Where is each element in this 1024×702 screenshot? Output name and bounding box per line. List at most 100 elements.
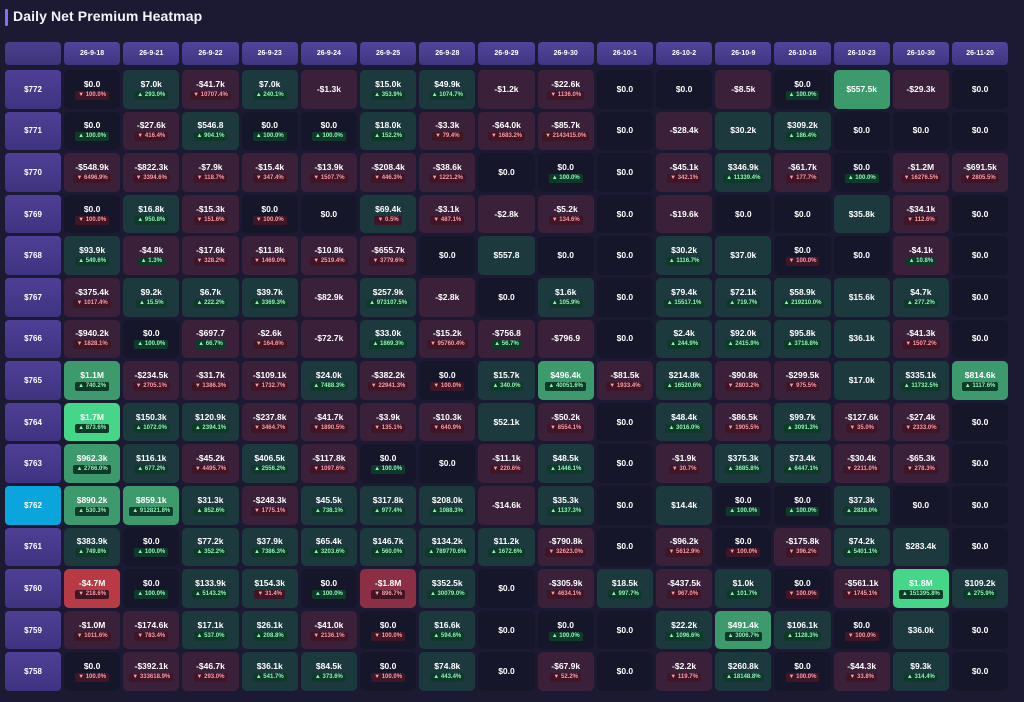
heatmap-cell[interactable]: $11.2k ▲ 1672.6% xyxy=(478,527,535,567)
heatmap-cell[interactable]: -$44.3k ▼ 33.8% xyxy=(833,652,890,691)
heatmap-cell[interactable]: -$85.7k ▼ 2143415.0% xyxy=(537,111,594,151)
heatmap-cell[interactable]: $0.0 ▼ 100.0% xyxy=(360,610,417,650)
heatmap-cell[interactable]: -$2.2k ▼ 119.7% xyxy=(656,652,713,691)
heatmap-cell[interactable]: $0.0 xyxy=(596,278,653,317)
heatmap-cell[interactable]: $0.0 xyxy=(596,194,653,234)
heatmap-cell[interactable]: $52.1k xyxy=(478,402,535,442)
heatmap-cell[interactable]: $1.7M ▲ 873.6% xyxy=(64,402,121,442)
heatmap-cell[interactable]: $0.0 xyxy=(478,652,535,691)
heatmap-cell[interactable]: -$13.9k ▼ 1507.7% xyxy=(300,153,357,192)
heatmap-cell[interactable]: -$548.9k ▼ 6496.9% xyxy=(64,153,121,192)
heatmap-cell[interactable]: $37.3k ▲ 2828.0% xyxy=(833,486,890,525)
heatmap-cell[interactable]: $49.9k ▲ 1074.7% xyxy=(419,70,476,109)
heatmap-cell[interactable]: -$305.9k ▼ 4634.1% xyxy=(537,569,594,608)
heatmap-cell[interactable]: $0.0 ▲ 100.0% xyxy=(537,153,594,192)
heatmap-cell[interactable]: $352.5k ▲ 30079.0% xyxy=(419,569,476,608)
heatmap-cell[interactable]: -$27.6k ▼ 416.4% xyxy=(123,111,180,151)
heatmap-cell[interactable]: $0.0 ▼ 100.0% xyxy=(715,527,772,567)
heatmap-cell[interactable]: -$34.1k ▼ 112.6% xyxy=(892,194,949,234)
heatmap-cell[interactable]: -$697.7 ▲ 66.7% xyxy=(182,319,239,359)
heatmap-cell[interactable]: -$72.7k xyxy=(300,319,357,359)
column-header[interactable]: 26-9-23 xyxy=(241,42,298,65)
heatmap-cell[interactable]: $0.0 ▼ 100.0% xyxy=(833,610,890,650)
heatmap-cell[interactable]: $65.4k ▲ 3203.6% xyxy=(300,527,357,567)
heatmap-cell[interactable]: -$45.2k ▼ 4495.7% xyxy=(182,444,239,483)
heatmap-cell[interactable]: $92.0k ▲ 2415.9% xyxy=(715,319,772,359)
heatmap-cell[interactable]: -$796.9 xyxy=(537,319,594,359)
row-header[interactable]: $767 xyxy=(5,278,61,317)
heatmap-cell[interactable]: $0.0 xyxy=(478,610,535,650)
heatmap-cell[interactable]: $346.9k ▲ 11339.4% xyxy=(715,153,772,192)
heatmap-cell[interactable]: -$11.1k ▼ 220.6% xyxy=(478,444,535,483)
heatmap-cell[interactable]: -$65.3k ▼ 278.3% xyxy=(892,444,949,483)
heatmap-cell[interactable]: $0.0 ▲ 100.0% xyxy=(774,70,831,109)
heatmap-cell[interactable]: -$4.7M ▼ 218.6% xyxy=(64,569,121,608)
heatmap-cell[interactable]: $31.3k ▲ 852.6% xyxy=(182,486,239,525)
heatmap-cell[interactable]: $0.0 xyxy=(952,236,1009,275)
heatmap-cell[interactable]: $99.7k ▲ 3091.3% xyxy=(774,402,831,442)
heatmap-cell[interactable]: -$2.8k xyxy=(419,278,476,317)
heatmap-cell[interactable]: $0.0 xyxy=(952,652,1009,691)
heatmap-cell[interactable]: -$31.7k ▼ 1386.3% xyxy=(182,361,239,400)
column-header[interactable]: 26-9-24 xyxy=(300,42,357,65)
heatmap-cell[interactable]: $93.9k ▲ 549.6% xyxy=(64,236,121,275)
heatmap-cell[interactable]: $22.2k ▲ 1096.6% xyxy=(656,610,713,650)
heatmap-cell[interactable]: $208.0k ▲ 1088.3% xyxy=(419,486,476,525)
heatmap-cell[interactable]: $0.0 xyxy=(596,70,653,109)
heatmap-cell[interactable]: $0.0 xyxy=(952,111,1009,151)
heatmap-cell[interactable]: $0.0 ▲ 100.0% xyxy=(537,610,594,650)
heatmap-cell[interactable]: $134.2k ▲ 789770.6% xyxy=(419,527,476,567)
heatmap-cell[interactable]: $116.1k ▲ 677.2% xyxy=(123,444,180,483)
heatmap-cell[interactable]: $0.0 ▼ 100.0% xyxy=(64,194,121,234)
heatmap-cell[interactable]: -$41.0k ▼ 2136.1% xyxy=(300,610,357,650)
heatmap-cell[interactable]: -$28.4k xyxy=(656,111,713,151)
heatmap-cell[interactable]: $0.0 xyxy=(656,70,713,109)
heatmap-cell[interactable]: $0.0 ▼ 100.0% xyxy=(241,194,298,234)
heatmap-cell[interactable]: $496.4k ▲ 40051.6% xyxy=(537,361,594,400)
row-header[interactable]: $764 xyxy=(5,402,61,442)
heatmap-cell[interactable]: -$1.8M ▼ 896.7% xyxy=(360,569,417,608)
heatmap-cell[interactable]: $546.8 ▲ 904.1% xyxy=(182,111,239,151)
column-header[interactable]: 26-9-28 xyxy=(419,42,476,65)
heatmap-cell[interactable]: $406.5k ▲ 2556.2% xyxy=(241,444,298,483)
heatmap-cell[interactable]: $0.0 xyxy=(952,402,1009,442)
heatmap-cell[interactable]: $890.2k ▲ 530.3% xyxy=(64,486,121,525)
heatmap-cell[interactable]: $0.0 ▼ 100.0% xyxy=(360,652,417,691)
heatmap-cell[interactable]: $74.2k ▲ 5401.1% xyxy=(833,527,890,567)
row-header[interactable]: $768 xyxy=(5,236,61,275)
heatmap-cell[interactable]: $0.0 xyxy=(419,444,476,483)
heatmap-cell[interactable]: $0.0 xyxy=(596,652,653,691)
row-header[interactable]: $771 xyxy=(5,111,61,151)
heatmap-cell[interactable]: $0.0 xyxy=(715,194,772,234)
heatmap-cell[interactable]: $557.5k xyxy=(833,70,890,109)
heatmap-cell[interactable]: $0.0 xyxy=(952,70,1009,109)
row-header[interactable]: $765 xyxy=(5,361,61,400)
heatmap-cell[interactable]: -$81.5k ▼ 1933.4% xyxy=(596,361,653,400)
row-header[interactable]: $770 xyxy=(5,153,61,192)
heatmap-cell[interactable]: $48.4k ▲ 3016.0% xyxy=(656,402,713,442)
heatmap-cell[interactable]: $214.8k ▲ 16520.6% xyxy=(656,361,713,400)
heatmap-cell[interactable]: -$175.8k ▼ 396.2% xyxy=(774,527,831,567)
heatmap-cell[interactable]: $0.0 xyxy=(596,111,653,151)
heatmap-cell[interactable]: $0.0 ▲ 100.0% xyxy=(833,153,890,192)
heatmap-cell[interactable]: $0.0 xyxy=(596,319,653,359)
heatmap-cell[interactable]: -$19.6k xyxy=(656,194,713,234)
heatmap-cell[interactable]: $0.0 xyxy=(596,153,653,192)
heatmap-cell[interactable]: $309.2k ▲ 186.4% xyxy=(774,111,831,151)
heatmap-cell[interactable]: -$790.8k ▼ 32623.0% xyxy=(537,527,594,567)
heatmap-cell[interactable]: $18.5k ▲ 997.7% xyxy=(596,569,653,608)
heatmap-cell[interactable]: $1.6k ▲ 105.9% xyxy=(537,278,594,317)
column-header[interactable]: 26-9-25 xyxy=(360,42,417,65)
heatmap-cell[interactable]: $16.8k ▲ 950.8% xyxy=(123,194,180,234)
heatmap-cell[interactable]: -$375.4k ▼ 1017.4% xyxy=(64,278,121,317)
heatmap-cell[interactable]: $109.2k ▲ 275.9% xyxy=(952,569,1009,608)
heatmap-cell[interactable]: $30.2k xyxy=(715,111,772,151)
heatmap-cell[interactable]: $7.0k ▲ 293.0% xyxy=(123,70,180,109)
column-header[interactable]: 26-10-2 xyxy=(656,42,713,65)
heatmap-cell[interactable]: $0.0 xyxy=(952,319,1009,359)
heatmap-cell[interactable]: -$1.2M ▼ 16276.5% xyxy=(892,153,949,192)
heatmap-cell[interactable]: $0.0 ▼ 100.0% xyxy=(64,70,121,109)
heatmap-cell[interactable]: $335.1k ▲ 11732.5% xyxy=(892,361,949,400)
heatmap-cell[interactable]: $0.0 xyxy=(952,610,1009,650)
column-header[interactable]: 26-10-1 xyxy=(596,42,653,65)
